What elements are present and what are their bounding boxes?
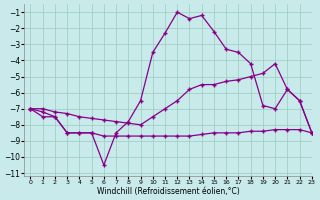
X-axis label: Windchill (Refroidissement éolien,°C): Windchill (Refroidissement éolien,°C)	[97, 187, 239, 196]
